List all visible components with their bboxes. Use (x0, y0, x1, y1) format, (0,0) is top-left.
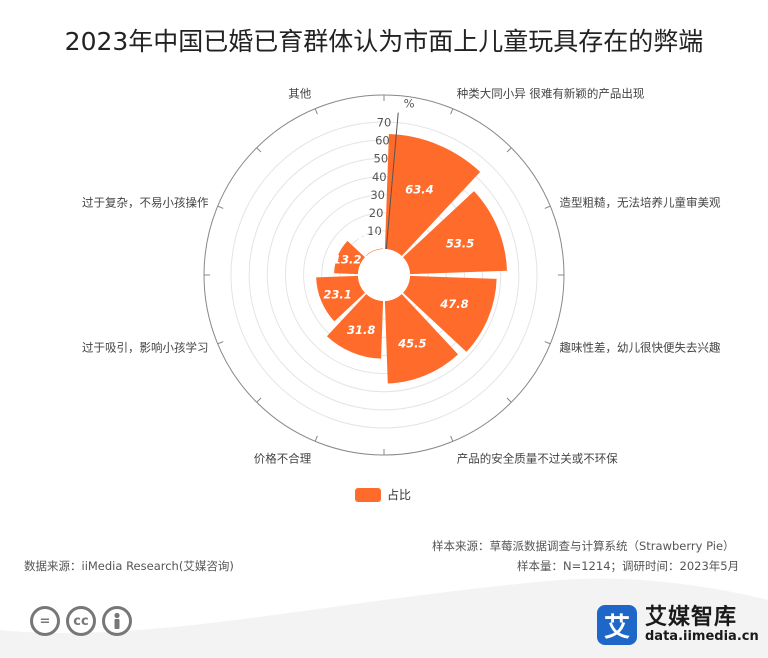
brand-name: 艾媒智库 (645, 605, 738, 630)
angle-tick (217, 341, 224, 345)
bar-4 (326, 294, 384, 359)
grid-ring (230, 121, 538, 429)
radius-tick-label: 60 (375, 134, 390, 148)
radius-tick-label: 40 (372, 170, 387, 184)
radius-tick-label: 70 (377, 116, 392, 130)
angle-tick (256, 147, 262, 153)
bar-6 (334, 240, 365, 275)
radius-axis (385, 112, 399, 250)
chart-title: 2023年中国已婚已育群体认为市面上儿童玩具存在的弊端 (64, 27, 704, 56)
decorative-wave (0, 578, 768, 658)
bar-2 (403, 275, 497, 352)
legend[interactable]: 占比 (355, 487, 411, 502)
category-label: 造型粗糙，无法培养儿童审美观 (560, 195, 721, 209)
category-label: 趣味性差，幼儿很快便失去兴趣 (560, 341, 721, 355)
category-label: 过于复杂，不易小孩操作 (82, 195, 209, 209)
data-label: 0.3 (359, 231, 379, 245)
center-hole (358, 249, 410, 301)
category-label: 其他 (288, 86, 311, 100)
angle-tick (217, 205, 224, 209)
person-icon (102, 606, 132, 636)
data-label: 13.2 (333, 253, 361, 267)
angle-tick (450, 108, 454, 115)
bar-series (316, 134, 507, 384)
bar-1 (403, 191, 507, 275)
cc-icon: cc (66, 606, 96, 636)
license-badges: = cc (30, 606, 132, 636)
grid-ring (284, 175, 484, 375)
legend-swatch (355, 488, 381, 502)
angle-tick (256, 397, 262, 403)
angle-tick (544, 341, 551, 345)
angle-tick (506, 147, 512, 153)
data-label: 53.5 (446, 237, 474, 251)
polar-grid (203, 94, 565, 456)
data-source: 数据来源：iiMedia Research(艾媒咨询) (24, 559, 234, 573)
sample-source: 样本来源：草莓派数据调查与计算系统（Strawberry Pie） (432, 539, 735, 553)
bar-0 (384, 134, 481, 256)
radius-tick-label: 10 (367, 224, 382, 238)
grid-ring (321, 212, 447, 338)
angle-tick (544, 205, 551, 209)
brand-logo-block: 艾 艾媒智库 data.iimedia.cn (597, 605, 759, 646)
grid-ring (339, 230, 429, 320)
radius-unit-label: % (404, 96, 415, 110)
category-label: 价格不合理 (254, 452, 312, 466)
bar-5 (316, 275, 365, 322)
data-label: 63.4 (405, 182, 433, 196)
radius-tick-label: 20 (369, 206, 384, 220)
data-label: 45.5 (397, 336, 426, 350)
data-label: 23.1 (323, 287, 351, 301)
grid-ring (303, 194, 465, 356)
angle-tick (314, 108, 318, 115)
radius-tick-label: 50 (374, 152, 389, 166)
legend-label: 占比 (387, 487, 411, 502)
radius-tick-label: 30 (370, 188, 385, 202)
equals-icon: = (30, 606, 60, 636)
labels: 10 20 30 40 50 60 70% 63.4 53.5 47.8 45.5 31.8 23.1 1… (82, 86, 721, 465)
category-label: 过于吸引，影响小孩学习 (82, 341, 209, 355)
angle-tick (450, 435, 454, 442)
sample-info: 样本量：N=1214；调研时间：2023年5月 (517, 559, 740, 573)
brand-logo: 艾 (597, 605, 637, 646)
grid-ring (266, 157, 502, 393)
category-label: 种类大同小异 很难有新颖的产品出现 (457, 86, 645, 100)
category-label: 产品的安全质量不过关或不环保 (457, 452, 618, 466)
data-label: 47.8 (439, 297, 468, 311)
angle-tick (506, 397, 512, 403)
polar-bar-chart: 10 20 30 40 50 60 70% 63.4 53.5 47.8 45.5 31.8 23.1 1… (82, 86, 721, 502)
data-label: 31.8 (347, 323, 375, 337)
bar-3 (384, 294, 459, 384)
angle-tick (314, 435, 318, 442)
brand-url: data.iimedia.cn (645, 629, 759, 645)
grid-ring (248, 139, 520, 411)
